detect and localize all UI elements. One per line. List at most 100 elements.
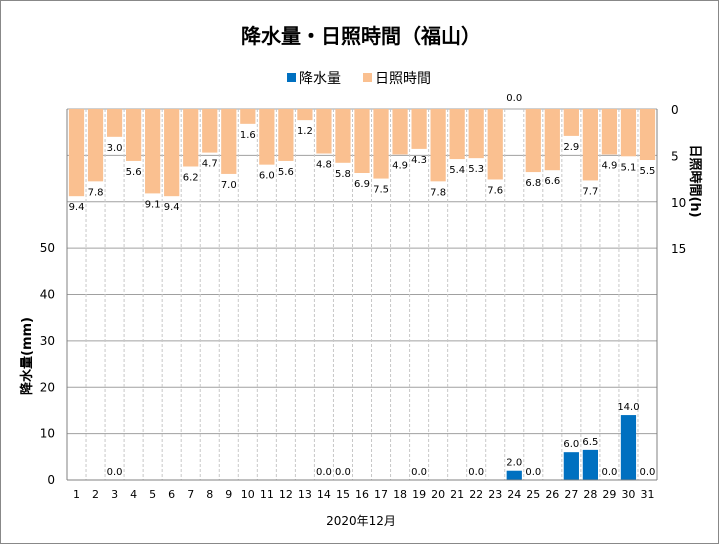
legend-label-precip: 降水量 xyxy=(299,71,341,87)
data-label-sunshine: 4.7 xyxy=(202,159,218,170)
data-label-sunshine: 4.9 xyxy=(601,160,617,171)
data-label-sunshine: 5.3 xyxy=(468,164,484,175)
data-label-precipitation: 6.0 xyxy=(563,439,579,450)
data-label-precipitation: 0.0 xyxy=(335,467,351,478)
bar-sunshine xyxy=(106,109,123,137)
bar-sunshine xyxy=(601,109,618,155)
y-tick-label-right: 5 xyxy=(671,149,679,163)
data-label-sunshine: 2.9 xyxy=(563,142,579,153)
data-label-sunshine: 1.2 xyxy=(297,126,313,137)
bar-sunshine xyxy=(240,109,256,124)
x-tick-label: 8 xyxy=(206,488,213,501)
y-axis-right-label: 日照時間(h) xyxy=(687,144,703,217)
x-tick-label: 24 xyxy=(507,488,521,501)
data-label-sunshine: 4.9 xyxy=(392,160,408,171)
bar-sunshine xyxy=(620,109,637,157)
bar-sunshine xyxy=(392,109,408,155)
bar-sunshine xyxy=(126,109,142,161)
x-tick-label: 20 xyxy=(431,488,445,501)
data-label-sunshine: 6.0 xyxy=(259,171,275,182)
data-label-sunshine: 7.0 xyxy=(221,180,237,191)
x-tick-label: 12 xyxy=(279,488,293,501)
bar-sunshine xyxy=(164,109,180,197)
x-tick-label: 9 xyxy=(225,488,232,501)
bar-sunshine xyxy=(145,109,161,194)
x-tick-label: 18 xyxy=(393,488,407,501)
bar-sunshine xyxy=(525,109,541,173)
data-label-precipitation: 0.0 xyxy=(468,467,484,478)
data-label-sunshine: 5.8 xyxy=(335,169,351,180)
x-tick-label: 28 xyxy=(583,488,597,501)
x-tick-label: 15 xyxy=(336,488,350,501)
x-tick-label: 27 xyxy=(564,488,578,501)
x-tick-label: 5 xyxy=(149,488,156,501)
bar-sunshine xyxy=(563,109,579,136)
bar-sunshine xyxy=(449,109,465,160)
x-tick-label: 17 xyxy=(374,488,388,501)
x-tick-label: 7 xyxy=(187,488,194,501)
legend-swatch-sunshine xyxy=(363,73,372,82)
x-tick-label: 29 xyxy=(602,488,616,501)
data-label-precipitation: 0.0 xyxy=(411,467,427,478)
x-tick-label: 16 xyxy=(355,488,369,501)
x-tick-label: 25 xyxy=(526,488,540,501)
data-label-sunshine: 5.5 xyxy=(640,166,656,177)
bar-sunshine xyxy=(430,109,446,182)
y-tick-label-left: 10 xyxy=(40,427,55,441)
x-tick-label: 22 xyxy=(469,488,483,501)
data-label-sunshine: 5.1 xyxy=(620,162,636,173)
data-label-sunshine: 3.0 xyxy=(107,143,123,154)
bar-sunshine xyxy=(259,109,275,165)
y-tick-label-left: 50 xyxy=(40,241,55,255)
data-label-precipitation: 14.0 xyxy=(617,402,639,413)
data-label-sunshine: 4.3 xyxy=(411,155,427,166)
x-tick-label: 19 xyxy=(412,488,426,501)
bar-precipitation xyxy=(506,470,522,480)
x-tick-label: 6 xyxy=(168,488,175,501)
bar-sunshine xyxy=(468,109,484,159)
data-label-sunshine: 9.4 xyxy=(69,202,85,213)
y-tick-label-left: 20 xyxy=(40,380,55,394)
bar-sunshine xyxy=(639,109,656,161)
x-tick-label: 1 xyxy=(73,488,80,501)
legend: 降水量 日照時間 xyxy=(287,71,431,87)
bar-sunshine xyxy=(316,109,332,154)
data-label-sunshine: 5.6 xyxy=(126,167,142,178)
y-tick-label-left: 30 xyxy=(40,334,55,348)
bar-sunshine xyxy=(221,109,237,174)
legend-label-sunshine: 日照時間 xyxy=(375,71,431,87)
data-label-precipitation: 6.5 xyxy=(582,437,598,448)
data-label-sunshine: 6.6 xyxy=(544,176,560,187)
data-label-sunshine: 9.1 xyxy=(145,199,161,210)
data-label-sunshine: 1.6 xyxy=(240,130,256,141)
data-label-sunshine: 7.5 xyxy=(373,185,389,196)
data-label-precipitation: 0.0 xyxy=(107,467,123,478)
x-tick-label: 30 xyxy=(621,488,635,501)
data-label-sunshine: 6.9 xyxy=(354,179,370,190)
x-tick-label: 2 xyxy=(92,488,99,501)
bar-precipitation xyxy=(563,452,579,480)
x-tick-label: 14 xyxy=(317,488,331,501)
data-label-sunshine: 6.8 xyxy=(525,178,541,189)
data-label-sunshine: 5.6 xyxy=(278,167,294,178)
y-tick-label-right: 15 xyxy=(671,242,686,256)
x-tick-label: 3 xyxy=(111,488,118,501)
x-axis-label: 2020年12月 xyxy=(326,514,396,528)
x-tick-label: 26 xyxy=(545,488,559,501)
x-tick-label: 4 xyxy=(130,488,137,501)
bar-precipitation xyxy=(620,415,637,480)
bar-sunshine xyxy=(411,109,427,149)
bar-sunshine xyxy=(544,109,560,171)
x-tick-label: 11 xyxy=(260,488,274,501)
data-label-precipitation: 0.0 xyxy=(640,467,656,478)
data-label-sunshine: 5.4 xyxy=(449,165,465,176)
data-label-precipitation: 0.0 xyxy=(525,467,541,478)
y-axis-left-label: 降水量(mm) xyxy=(19,317,35,395)
x-tick-label: 21 xyxy=(450,488,464,501)
bar-sunshine xyxy=(354,109,370,173)
data-label-sunshine: 6.2 xyxy=(183,173,199,184)
y-tick-label-left: 40 xyxy=(40,288,55,302)
data-label-precipitation: 2.0 xyxy=(506,458,522,469)
